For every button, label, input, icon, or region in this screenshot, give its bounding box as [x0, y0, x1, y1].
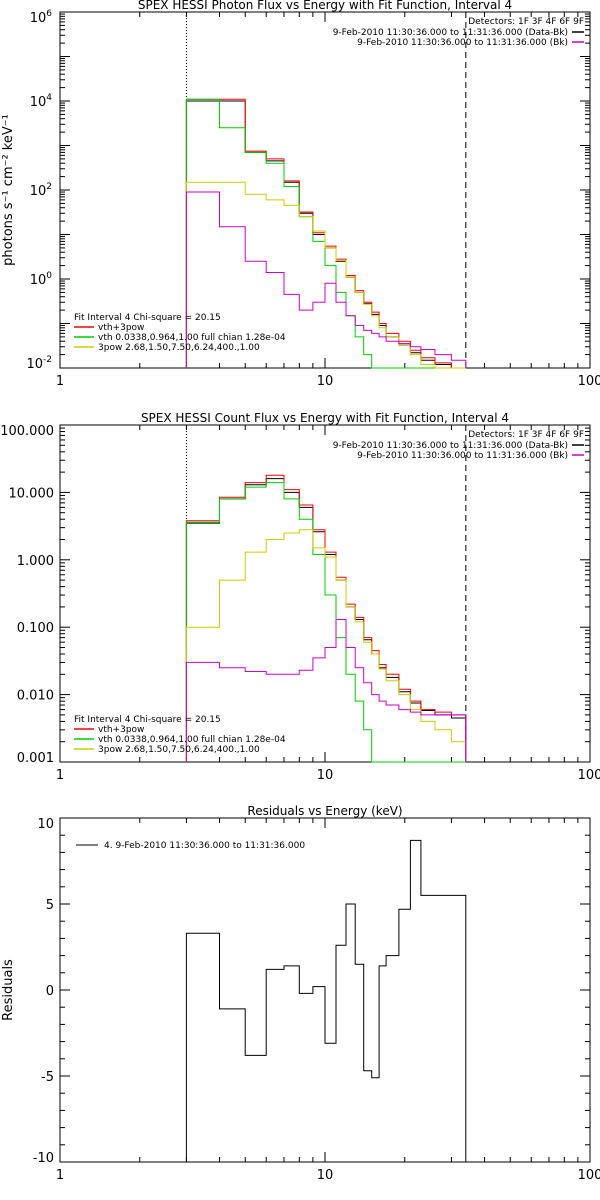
y-axis-label: Residuals [1, 959, 16, 1021]
y-axis: 0.001 0.010 0.100 1.000 10.000 100.000 [0, 424, 590, 766]
y-tick-base: 10 [26, 357, 43, 372]
y-tick-label: 1.000 [17, 554, 54, 569]
y-tick-label: 106 [30, 9, 53, 26]
legend-bottom-entry: 3pow 2.68,1.50,7.50,6.24,400.,1.00 [98, 745, 260, 755]
photon-flux-chart: SPEX HESSI Photon Flux vs Energy with Fi… [1, 0, 600, 389]
x-tick-label: 10 [317, 768, 334, 783]
legend-bottom-entry: vth+3pow [98, 323, 144, 333]
y-tick-exponent: 2 [46, 182, 52, 192]
x-tick-label: 10 [317, 1168, 334, 1183]
x-tick-label: 10 [317, 374, 334, 389]
legend-top-entry: 9-Feb-2010 11:30:36.000 to 11:31:36.000 … [357, 451, 568, 461]
series-line-1 [185, 98, 466, 369]
legend-bottom: Fit Interval 4 Chi-square = 20.15vth+3po… [74, 313, 286, 353]
legend-entry: 4. 9-Feb-2010 11:30:36.000 to 11:31:36.0… [104, 841, 305, 851]
series-line-0 [185, 100, 466, 369]
detectors-label: Detectors: 1F 3F 4F 6F 9F [468, 430, 584, 440]
legend-top: Detectors: 1F 3F 4F 6F 9F9-Feb-2010 11:3… [333, 430, 584, 461]
legend-top-left: 4. 9-Feb-2010 11:30:36.000 to 11:31:36.0… [76, 841, 305, 851]
series-group [185, 839, 467, 1162]
legend-top-entry: 9-Feb-2010 11:30:36.000 to 11:31:36.000 … [333, 28, 568, 38]
y-tick-label: -10 [33, 1151, 54, 1166]
series-line-1 [185, 474, 467, 762]
y-tick-label: 100 [30, 271, 53, 288]
y-axis-label: photons s⁻¹ cm⁻² keV⁻¹ [1, 114, 16, 266]
y-tick-exponent: 4 [46, 93, 52, 103]
y-tick-exponent: 6 [46, 9, 52, 19]
legend-top: Detectors: 1F 3F 4F 6F 9F9-Feb-2010 11:3… [333, 17, 584, 48]
legend-bottom-entry: 3pow 2.68,1.50,7.50,6.24,400.,1.00 [98, 343, 260, 353]
series-line-4 [185, 191, 467, 368]
series-group [185, 474, 467, 763]
chart-title: SPEX HESSI Count Flux vs Energy with Fit… [141, 411, 509, 425]
legend-bottom-entry: vth 0.0338,0.964,1.00 full chian 1.28e-0… [98, 333, 286, 343]
y-tick-label: -5 [41, 1070, 54, 1085]
chart-title: SPEX HESSI Photon Flux vs Energy with Fi… [138, 0, 512, 12]
detectors-label: Detectors: 1F 3F 4F 6F 9F [468, 17, 584, 27]
y-tick-exponent: 0 [46, 271, 52, 281]
y-tick-label: 5 [46, 898, 54, 913]
x-tick-label: 1 [56, 1168, 64, 1183]
count-flux-chart: SPEX HESSI Count Flux vs Energy with Fit… [0, 411, 600, 783]
series-group [185, 98, 467, 369]
y-tick-label: 0.010 [17, 689, 54, 704]
y-tick-base: 10 [30, 11, 47, 26]
x-axis: 1 10 100 [56, 12, 600, 389]
series-line-2 [185, 482, 466, 763]
y-tick-base: 10 [30, 95, 47, 110]
x-tick-label: 100 [578, 768, 600, 783]
x-tick-label: 100 [578, 374, 600, 389]
x-tick-label: 100 [578, 1168, 600, 1183]
series-line-3 [185, 529, 467, 762]
series-line-2 [185, 98, 466, 369]
y-tick-label: 100.000 [0, 424, 54, 439]
y-tick-label: 104 [30, 93, 53, 110]
legend-bottom: Fit Interval 4 Chi-square = 20.15vth+3po… [74, 715, 286, 755]
series-line-3 [185, 181, 466, 369]
fit-interval-label: Fit Interval 4 Chi-square = 20.15 [74, 715, 221, 725]
x-tick-label: 1 [56, 768, 64, 783]
y-tick-base: 10 [30, 273, 47, 288]
y-tick-label: 0 [46, 984, 54, 999]
y-tick-label: 10-2 [26, 355, 52, 372]
x-axis: 1 10 100 [56, 425, 600, 783]
chart-title: Residuals vs Energy (keV) [247, 804, 402, 818]
y-axis: -10 -5 0 5 10 [33, 817, 590, 1166]
series-line-4 [185, 619, 467, 762]
legend-bottom-entry: vth 0.0338,0.964,1.00 full chian 1.28e-0… [98, 735, 286, 745]
y-tick-exponent: -2 [43, 355, 52, 365]
x-axis: 1 10 100 [56, 818, 600, 1183]
y-tick-label: 102 [30, 182, 52, 199]
y-tick-label: 0.100 [17, 621, 54, 636]
y-tick-base: 10 [30, 184, 47, 199]
legend-bottom-entry: vth+3pow [98, 725, 144, 735]
legend-top-entry: 9-Feb-2010 11:30:36.000 to 11:31:36.000 … [333, 441, 568, 451]
y-tick-label: 10 [37, 817, 54, 832]
residuals-chart: Residuals vs Energy (keV) 1 10 100 -10 -5 0 5 10… [1, 804, 600, 1183]
legend-top-entry: 9-Feb-2010 11:30:36.000 to 11:31:36.000 … [357, 38, 568, 48]
y-tick-label: 0.001 [17, 751, 54, 766]
x-tick-label: 1 [56, 374, 64, 389]
series-line-0 [185, 478, 467, 762]
y-tick-label: 10.000 [9, 486, 55, 501]
fit-interval-label: Fit Interval 4 Chi-square = 20.15 [74, 313, 221, 323]
series-line-0 [185, 839, 467, 1162]
